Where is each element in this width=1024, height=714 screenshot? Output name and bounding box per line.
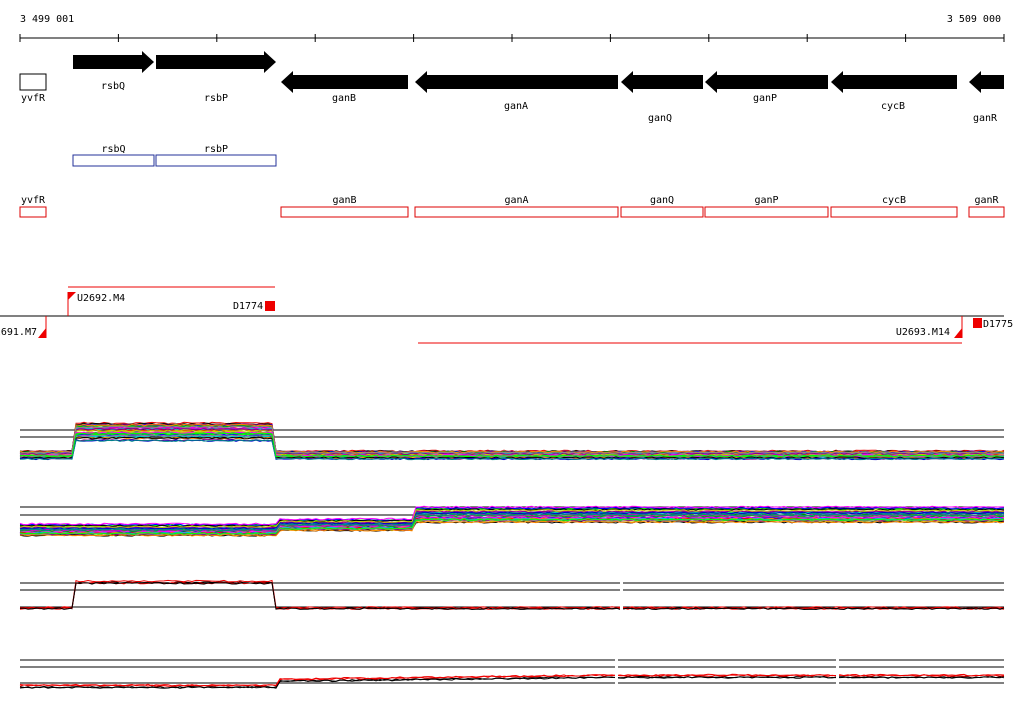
- feature-label: ganB: [332, 195, 356, 206]
- segment-label: U2693.M14: [896, 327, 950, 338]
- feature-label: ganP: [754, 195, 778, 206]
- blue-feature: [155, 154, 277, 167]
- gene-label: ganA: [504, 101, 528, 112]
- red-feature: [280, 206, 409, 218]
- gene-arrow: [969, 71, 1004, 93]
- gene-label: rsbQ: [101, 81, 125, 92]
- gene-label: ganP: [753, 93, 777, 104]
- feature-label: ganQ: [650, 195, 674, 206]
- segment-label: D1775: [983, 319, 1013, 330]
- gene-label: ganQ: [648, 113, 672, 124]
- panel-gap: [836, 655, 839, 695]
- blue-feature: [72, 154, 155, 167]
- segment-marker: [973, 318, 982, 328]
- feature-label: ganA: [504, 195, 528, 206]
- gene-arrow: [281, 71, 408, 93]
- feature-label: cycB: [882, 195, 906, 206]
- axis-start-label: 3 499 001: [20, 14, 74, 25]
- expression-trace: [19, 425, 1005, 455]
- expression-trace: [19, 676, 1005, 689]
- gene-label: rsbP: [204, 93, 228, 104]
- feature-label: yvfR: [21, 195, 46, 206]
- expression-trace: [19, 436, 1005, 460]
- expression-trace: [19, 509, 1004, 528]
- feature-label: rsbP: [204, 144, 228, 155]
- expression-trace: [19, 581, 1005, 610]
- segment-label: D1774: [233, 301, 263, 312]
- segment-label: 2691.M7: [0, 327, 37, 338]
- red-feature: [414, 206, 619, 218]
- axis-end-label: 3 509 000: [947, 14, 1001, 25]
- segment-marker: [265, 301, 275, 311]
- gene-arrow: [621, 71, 703, 93]
- red-feature: [19, 206, 47, 218]
- expression-trace: [19, 439, 1005, 461]
- gene-arrow: [705, 71, 828, 93]
- gene-arrow: [415, 71, 618, 93]
- feature-label: rsbQ: [101, 144, 125, 155]
- expression-trace: [19, 518, 1005, 535]
- red-feature: [830, 206, 958, 218]
- segment-label: U2692.M4: [77, 293, 125, 304]
- expression-trace: [19, 513, 1005, 532]
- expression-trace: [19, 674, 1005, 687]
- panel-gap: [615, 655, 618, 695]
- gene-box: [19, 73, 47, 91]
- feature-label: ganR: [974, 195, 999, 206]
- red-feature: [620, 206, 704, 218]
- gene-label: yvfR: [21, 93, 46, 104]
- expression-trace: [19, 506, 1005, 527]
- panel-gap: [620, 578, 623, 618]
- expression-trace: [19, 511, 1004, 530]
- expression-trace: [19, 582, 1005, 611]
- gene-arrow: [156, 51, 276, 73]
- gene-label: cycB: [881, 101, 905, 112]
- segment-flag: [68, 292, 76, 300]
- gene-arrow: [831, 71, 957, 93]
- red-feature: [968, 206, 1005, 218]
- red-feature: [704, 206, 829, 218]
- gene-label: ganB: [332, 93, 356, 104]
- segment-flag: [954, 328, 962, 338]
- segment-flag: [38, 328, 46, 338]
- expression-trace: [20, 432, 1005, 458]
- gene-arrow: [73, 51, 154, 73]
- gene-label: ganR: [973, 113, 998, 124]
- expression-trace: [19, 505, 1004, 526]
